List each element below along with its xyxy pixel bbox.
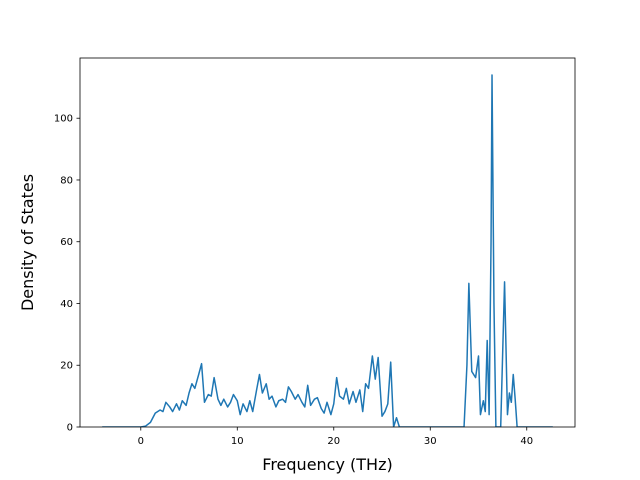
y-tick-label: 60 (60, 237, 73, 248)
y-tick-label: 40 (60, 299, 73, 310)
x-tick-label: 20 (327, 436, 340, 447)
y-tick-label: 100 (54, 114, 73, 125)
data-line (102, 74, 553, 427)
x-tick-label: 0 (138, 436, 144, 447)
x-axis-label: Frequency (THz) (262, 455, 392, 474)
y-tick-label: 20 (60, 361, 73, 372)
x-tick-label: 40 (520, 436, 533, 447)
y-tick-label: 0 (67, 423, 73, 434)
x-tick-label: 30 (424, 436, 437, 447)
x-tick-label: 10 (231, 436, 244, 447)
y-tick-label: 80 (60, 175, 73, 186)
plot-frame (79, 57, 576, 428)
y-axis-label: Density of States (18, 174, 37, 311)
